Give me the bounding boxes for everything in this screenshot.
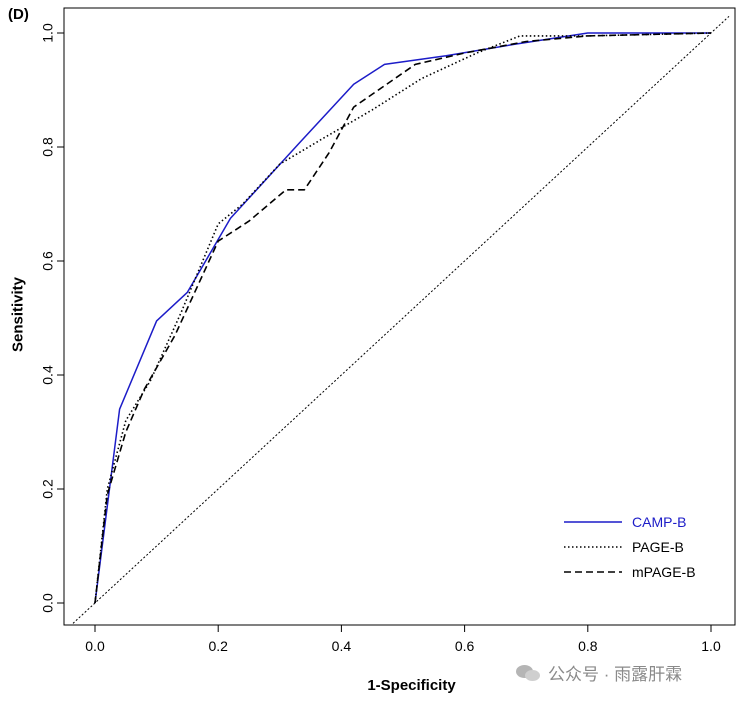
x-tick-label: 0.4 [332,638,352,654]
x-tick-label: 1.0 [701,638,721,654]
reference-diagonal-line [72,15,730,624]
y-tick-label: 0.8 [40,137,56,157]
watermark: 公众号 · 雨露肝霖 [516,660,682,685]
legend-label-camp-b: CAMP-B [632,514,686,530]
watermark-text: 公众号 · 雨露肝霖 [548,665,683,684]
x-axis-title: 1-Specificity [0,677,739,694]
y-axis-label: Sensitivity [9,276,27,353]
y-tick-label: 0.0 [40,593,56,613]
y-tick-label: 0.6 [40,251,56,271]
plot-frame [63,7,736,626]
series-line-mpage-b [94,32,712,604]
y-tick-label: 1.0 [40,23,56,43]
x-tick-label: 0.0 [85,638,105,654]
y-tick-label: 0.2 [40,479,56,499]
wechat-icon [516,663,542,683]
legend-label-mpage-b: mPAGE-B [632,564,696,580]
series-line-camp-b [94,32,711,604]
x-axis-label: 1-Specificity [367,677,456,694]
x-tick-label: 0.6 [455,638,475,654]
x-tick-label: 0.2 [208,638,228,654]
legend-label-page-b: PAGE-B [632,539,684,555]
panel-label: (D) [8,6,29,23]
x-tick-label: 0.8 [578,638,598,654]
y-tick-label: 0.4 [40,365,56,385]
series-line-page-b [94,32,712,604]
